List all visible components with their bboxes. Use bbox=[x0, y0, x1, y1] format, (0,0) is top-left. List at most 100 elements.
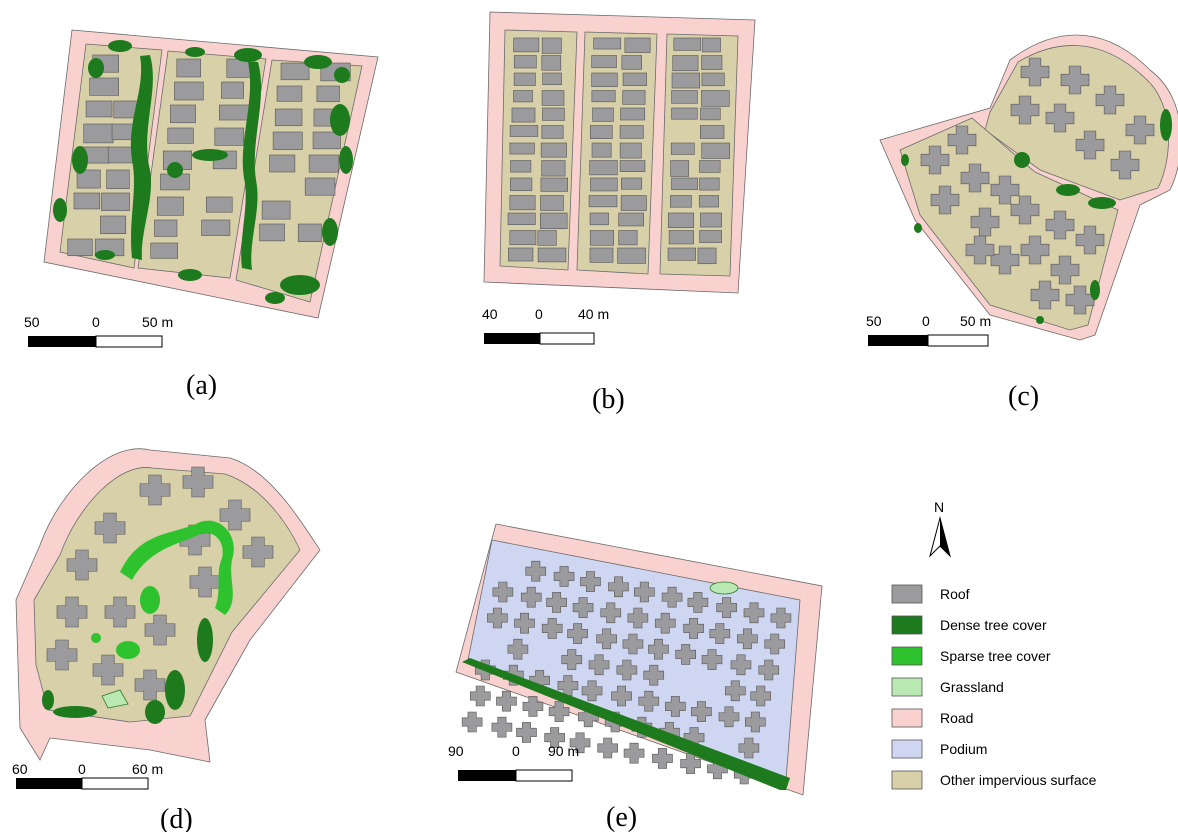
roof bbox=[671, 90, 698, 104]
roof bbox=[593, 37, 622, 50]
roof bbox=[1060, 65, 1090, 95]
roof bbox=[618, 230, 638, 246]
roof bbox=[469, 685, 491, 707]
roof bbox=[617, 247, 646, 264]
roof bbox=[492, 581, 514, 603]
roof bbox=[770, 607, 792, 629]
panel-caption-e: (e) bbox=[606, 802, 637, 832]
roof bbox=[100, 215, 127, 235]
roof bbox=[591, 72, 618, 88]
scale-label-right: 60 m bbox=[132, 761, 163, 777]
roof bbox=[1020, 235, 1050, 265]
scale-bar-c: 50 0 50 m bbox=[866, 313, 991, 347]
roof bbox=[205, 196, 233, 213]
roofs-c bbox=[920, 57, 1155, 315]
roof bbox=[567, 623, 588, 644]
roof bbox=[737, 628, 758, 650]
roof bbox=[1075, 225, 1105, 255]
scale-label-zero: 0 bbox=[92, 314, 100, 330]
roofs-d bbox=[46, 466, 274, 701]
scale-label-right: 50 m bbox=[142, 314, 173, 330]
roof bbox=[1010, 95, 1040, 125]
roof bbox=[507, 212, 536, 225]
roof bbox=[920, 145, 950, 175]
legend-swatch bbox=[891, 615, 923, 635]
roof bbox=[670, 142, 695, 155]
roof bbox=[616, 659, 638, 681]
roof bbox=[591, 55, 617, 69]
roof bbox=[572, 597, 594, 618]
roof bbox=[280, 62, 310, 81]
legend-swatch bbox=[891, 584, 923, 604]
roof bbox=[590, 177, 618, 192]
roof bbox=[85, 100, 113, 118]
roof bbox=[652, 748, 673, 769]
roof bbox=[553, 566, 575, 587]
roof bbox=[242, 536, 274, 568]
scale-label-right: 90 m bbox=[548, 743, 579, 759]
roof bbox=[698, 195, 719, 208]
roof bbox=[699, 177, 720, 191]
roof bbox=[683, 618, 704, 639]
scale-label-left: 40 bbox=[482, 306, 498, 322]
roof bbox=[670, 160, 689, 177]
roof bbox=[46, 639, 78, 671]
roof bbox=[507, 638, 529, 660]
roof bbox=[174, 81, 204, 101]
roof bbox=[700, 107, 721, 121]
legend-label: Roof bbox=[940, 586, 970, 602]
roof bbox=[522, 696, 544, 717]
roof bbox=[701, 37, 721, 53]
legend-label: Road bbox=[940, 710, 973, 726]
roof bbox=[509, 142, 535, 155]
roof bbox=[960, 163, 990, 193]
roof bbox=[667, 247, 696, 261]
roof bbox=[154, 219, 178, 237]
roof bbox=[297, 223, 322, 243]
roofs-b bbox=[507, 37, 730, 265]
roof bbox=[1030, 280, 1060, 310]
legend-label: Dense tree cover bbox=[940, 617, 1047, 633]
roof bbox=[718, 706, 740, 728]
roof bbox=[544, 727, 565, 748]
roof bbox=[548, 701, 570, 722]
scale-label-zero: 0 bbox=[512, 743, 520, 759]
roof bbox=[965, 235, 995, 265]
roof bbox=[546, 592, 567, 613]
roof bbox=[600, 602, 622, 624]
roof bbox=[513, 55, 537, 69]
roof bbox=[1075, 130, 1105, 160]
roof bbox=[516, 722, 537, 743]
roof bbox=[730, 654, 752, 676]
roof bbox=[624, 37, 651, 53]
roof bbox=[509, 195, 536, 211]
map-panel-a bbox=[43, 29, 379, 319]
roof bbox=[750, 685, 772, 707]
roof bbox=[701, 90, 730, 107]
roof bbox=[701, 142, 730, 159]
roof bbox=[671, 107, 698, 120]
roof bbox=[1125, 115, 1155, 145]
roof bbox=[1010, 195, 1040, 225]
roof bbox=[619, 160, 646, 172]
roof bbox=[738, 737, 760, 759]
scale-bar-e: 90 0 90 m bbox=[448, 743, 579, 782]
roof bbox=[107, 146, 135, 164]
roof bbox=[673, 37, 701, 51]
scale-label-right: 40 m bbox=[578, 306, 609, 322]
roof bbox=[699, 125, 725, 139]
roof bbox=[569, 732, 591, 754]
roof bbox=[701, 72, 725, 87]
roof bbox=[619, 142, 642, 159]
roof bbox=[947, 125, 977, 155]
roofs-e bbox=[461, 560, 792, 785]
legend: Roof Dense tree cover Sparse tree cover Gra… bbox=[891, 584, 1097, 790]
roof bbox=[667, 212, 695, 228]
roof bbox=[1045, 103, 1075, 133]
roof bbox=[591, 90, 616, 103]
legend-label: Podium bbox=[940, 741, 987, 757]
dense-tree-strip-e bbox=[462, 658, 790, 790]
scale-label-zero: 0 bbox=[535, 306, 543, 322]
roof bbox=[758, 659, 780, 681]
roof bbox=[672, 55, 699, 72]
